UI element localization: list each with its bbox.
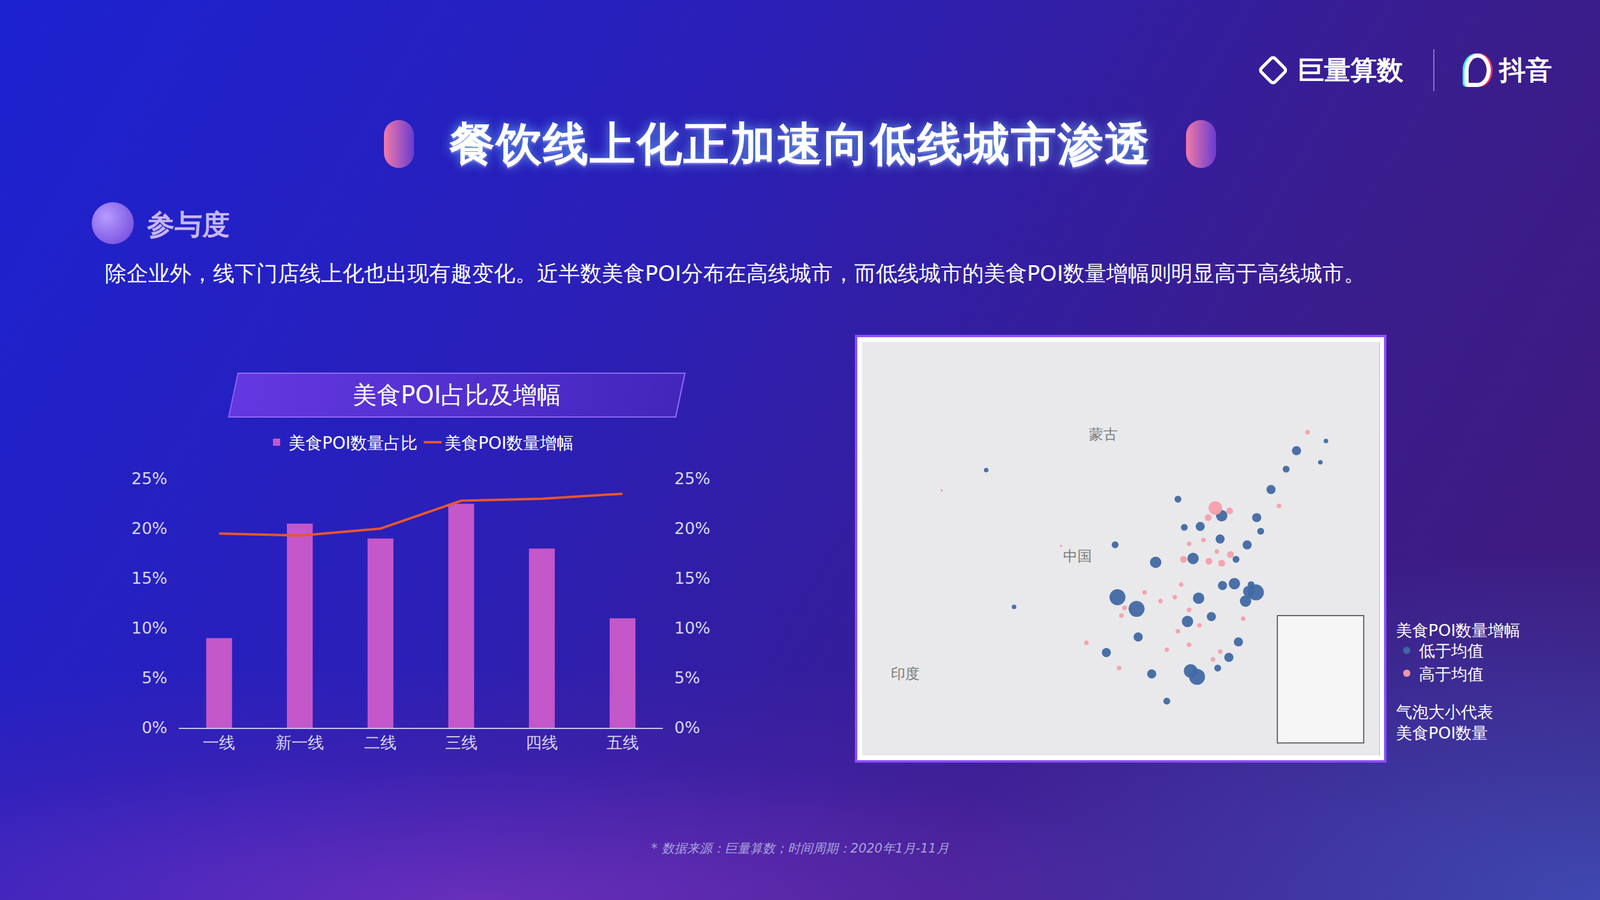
svg-text:中国: 中国 bbox=[1063, 547, 1092, 565]
svg-text:印度: 印度 bbox=[890, 665, 920, 683]
svg-text:15%: 15% bbox=[131, 568, 168, 588]
svg-text:新一线: 新一线 bbox=[275, 733, 324, 752]
html-text:美食POI占比及增幅: 美食POI占比及增幅 bbox=[352, 380, 562, 409]
html-text:参与度: 参与度 bbox=[146, 208, 230, 241]
html-text:* 数据来源：巨量算数；时间周期：2020年1月-11月: * 数据来源：巨量算数；时间周期：2020年1月-11月 bbox=[651, 841, 949, 856]
svg-text:15%: 15% bbox=[674, 568, 711, 588]
svg-text:四线: 四线 bbox=[525, 733, 558, 752]
svg-text:10%: 10% bbox=[674, 618, 711, 638]
svg-text:10%: 10% bbox=[131, 618, 168, 638]
svg-text:蒙古: 蒙古 bbox=[1088, 425, 1118, 443]
svg-text:气泡大小代表美食POI数量: 气泡大小代表美食POI数量 bbox=[1396, 702, 1494, 743]
svg-text:低于均值: 低于均值 bbox=[1418, 641, 1484, 660]
svg-text:三线: 三线 bbox=[445, 733, 478, 752]
svg-text:美食POI数量增幅: 美食POI数量增幅 bbox=[1396, 620, 1521, 640]
svg-text:二线: 二线 bbox=[364, 733, 397, 752]
svg-text:25%: 25% bbox=[131, 469, 168, 488]
svg-text:美食POI数量增幅: 美食POI数量增幅 bbox=[444, 433, 574, 453]
svg-text:高于均值: 高于均值 bbox=[1418, 664, 1484, 684]
html-text:餐饮线上化正加速向低线城市渗透: 餐饮线上化正加速向低线城市渗透 bbox=[449, 116, 1151, 171]
svg-text:5%: 5% bbox=[674, 668, 701, 687]
svg-text:五线: 五线 bbox=[606, 733, 639, 752]
svg-text:0%: 0% bbox=[141, 718, 168, 737]
svg-text:20%: 20% bbox=[131, 518, 168, 538]
svg-text:20%: 20% bbox=[674, 518, 711, 538]
html-text:除企业外，线下门店线上化也出现有趣变化。近半数美食POI分布: 除企业外，线下门店线上化也出现有趣变化。近半数美食POI分布在高线城市，而低线城… bbox=[104, 260, 1366, 286]
html-text:巨量算数: 巨量算数 bbox=[1297, 54, 1404, 85]
svg-text:0%: 0% bbox=[674, 718, 701, 737]
svg-text:一线: 一线 bbox=[202, 733, 236, 752]
svg-text:美食POI数量占比: 美食POI数量占比 bbox=[288, 433, 418, 453]
html-text:抖音: 抖音 bbox=[1499, 54, 1553, 85]
svg-text:5%: 5% bbox=[141, 668, 168, 687]
svg-text:25%: 25% bbox=[674, 469, 711, 488]
